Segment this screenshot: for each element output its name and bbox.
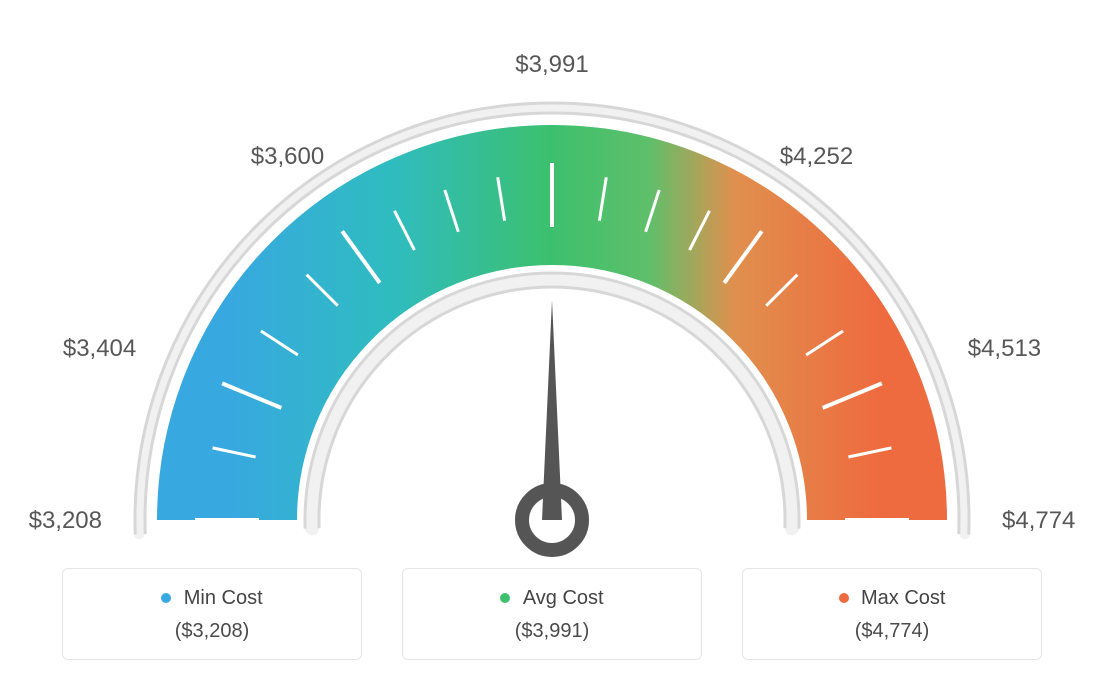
- dot-min: [161, 593, 171, 603]
- legend-value-max: ($4,774): [763, 620, 1021, 643]
- dot-max: [839, 593, 849, 603]
- legend-value-avg: ($3,991): [423, 620, 681, 643]
- legend-label-max: Max Cost: [861, 587, 945, 609]
- gauge-svg: $3,208 $3,404 $3,600 $3,991 $4,252 $4,513 $4,7…: [0, 0, 1104, 560]
- cost-gauge-chart: $3,208 $3,404 $3,600 $3,991 $4,252 $4,513 $4,7…: [0, 0, 1104, 690]
- dot-avg: [500, 593, 510, 603]
- svg-text:$4,774: $4,774: [1002, 507, 1075, 534]
- legend-label-avg: Avg Cost: [523, 587, 604, 609]
- legend-card-min: Min Cost ($3,208): [62, 568, 362, 660]
- svg-text:$3,208: $3,208: [29, 507, 102, 534]
- svg-text:$4,513: $4,513: [968, 335, 1041, 362]
- legend-row: Min Cost ($3,208) Avg Cost ($3,991) Max …: [0, 568, 1104, 660]
- svg-text:$3,991: $3,991: [515, 51, 588, 78]
- legend-card-avg: Avg Cost ($3,991): [402, 568, 702, 660]
- legend-value-min: ($3,208): [83, 620, 341, 643]
- legend-card-max: Max Cost ($4,774): [742, 568, 1042, 660]
- legend-label-min: Min Cost: [184, 587, 263, 609]
- svg-text:$3,404: $3,404: [63, 335, 136, 362]
- gauge-area: $3,208 $3,404 $3,600 $3,991 $4,252 $4,513 $4,7…: [0, 0, 1104, 560]
- svg-text:$3,600: $3,600: [251, 143, 324, 170]
- svg-text:$4,252: $4,252: [780, 143, 853, 170]
